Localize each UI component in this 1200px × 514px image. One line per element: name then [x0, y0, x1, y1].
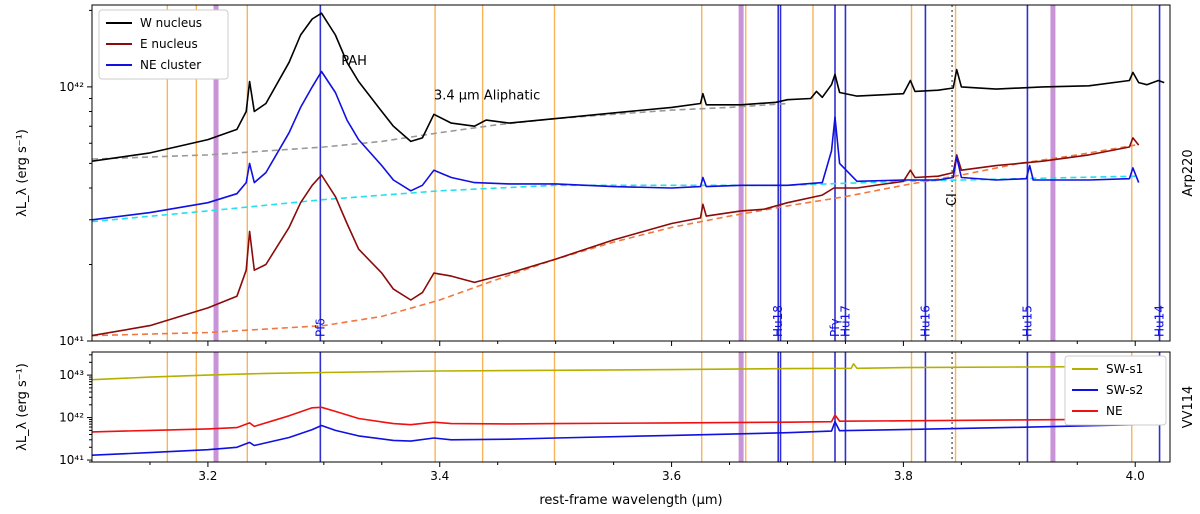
line-label-pf: Pfδ [313, 318, 327, 337]
legend-label-ne-cluster: NE cluster [140, 58, 201, 72]
top-legend: W nucleus E nucleus NE cluster [98, 9, 229, 80]
y-tick-label: 10⁴² [59, 80, 84, 94]
y-tick-label: 10⁴³ [59, 368, 84, 382]
line-label-hu17: Hu17 [838, 305, 852, 337]
panel-label-arp220: Arp220 [1181, 149, 1196, 196]
top-axes-frame [91, 4, 1171, 342]
x-tick-label: 3.2 [198, 469, 217, 483]
bottom-x-ticks: 3.2 3.4 3.6 3.8 4.0 [149, 462, 1145, 483]
annotation-pah: PAH [341, 54, 367, 69]
line-label-hu16: Hu16 [918, 305, 932, 337]
series-w-nucleus [92, 12, 1165, 162]
series-sw-s2 [92, 420, 1139, 456]
bottom-y-ticks: 10⁴¹ 10⁴² 10⁴³ [59, 354, 92, 467]
continuum-fit-1 [92, 102, 788, 160]
x-tick-label: 3.6 [662, 469, 681, 483]
y-tick-label: 10⁴² [59, 411, 84, 425]
y-tick-label: 10⁴¹ [59, 453, 84, 467]
annotation-3-4-m-aliphatic: 3.4 μm Aliphatic [434, 89, 540, 104]
legend-label-w-nucleus: W nucleus [140, 16, 202, 30]
series-ne-cluster [92, 70, 1140, 221]
legend-label-sw-s2: SW-s2 [1106, 383, 1143, 397]
top-annotations: PAH 3.4 μm Aliphatic [341, 54, 540, 104]
series-ne [92, 406, 1139, 433]
top-series [92, 12, 1165, 337]
x-tick-label: 3.4 [430, 469, 449, 483]
bottom-series [92, 363, 1139, 456]
top-y-ticks: 10⁴¹ 10⁴² [59, 9, 92, 348]
top-x-ticks [149, 341, 1136, 346]
line-label-hu18: Hu18 [771, 305, 785, 337]
legend-label-e-nucleus: E nucleus [140, 37, 198, 51]
panel-label-vv114: VV114 [1181, 386, 1196, 429]
line-label-pf: Pfγ [828, 318, 842, 337]
continuum-fit-3 [92, 144, 1136, 337]
x-tick-label: 4.0 [1126, 469, 1145, 483]
line-label-hu14: Hu14 [1153, 305, 1167, 337]
legend-label-ne: NE [1106, 404, 1123, 418]
line-label-hu15: Hu15 [1020, 305, 1034, 337]
bottom-legend: SW-s1 SW-s2 NE [1064, 355, 1167, 426]
bottom-axes-frame [91, 351, 1171, 463]
line-label-ci: CI [945, 193, 960, 206]
y-tick-label: 10⁴¹ [59, 334, 84, 348]
continuum-fit-2 [92, 175, 1136, 223]
series-sw-s1 [92, 363, 1139, 381]
x-tick-label: 3.8 [894, 469, 913, 483]
top-y-axis-label: λL_λ (erg s⁻¹) [15, 129, 30, 217]
x-axis-label: rest-frame wavelength (μm) [539, 493, 722, 508]
bottom-y-axis-label: λL_λ (erg s⁻¹) [15, 363, 30, 451]
spectral-line-markers-bottom [166, 352, 1161, 462]
continuum-fits [92, 102, 1136, 337]
legend-label-sw-s1: SW-s1 [1106, 362, 1143, 376]
